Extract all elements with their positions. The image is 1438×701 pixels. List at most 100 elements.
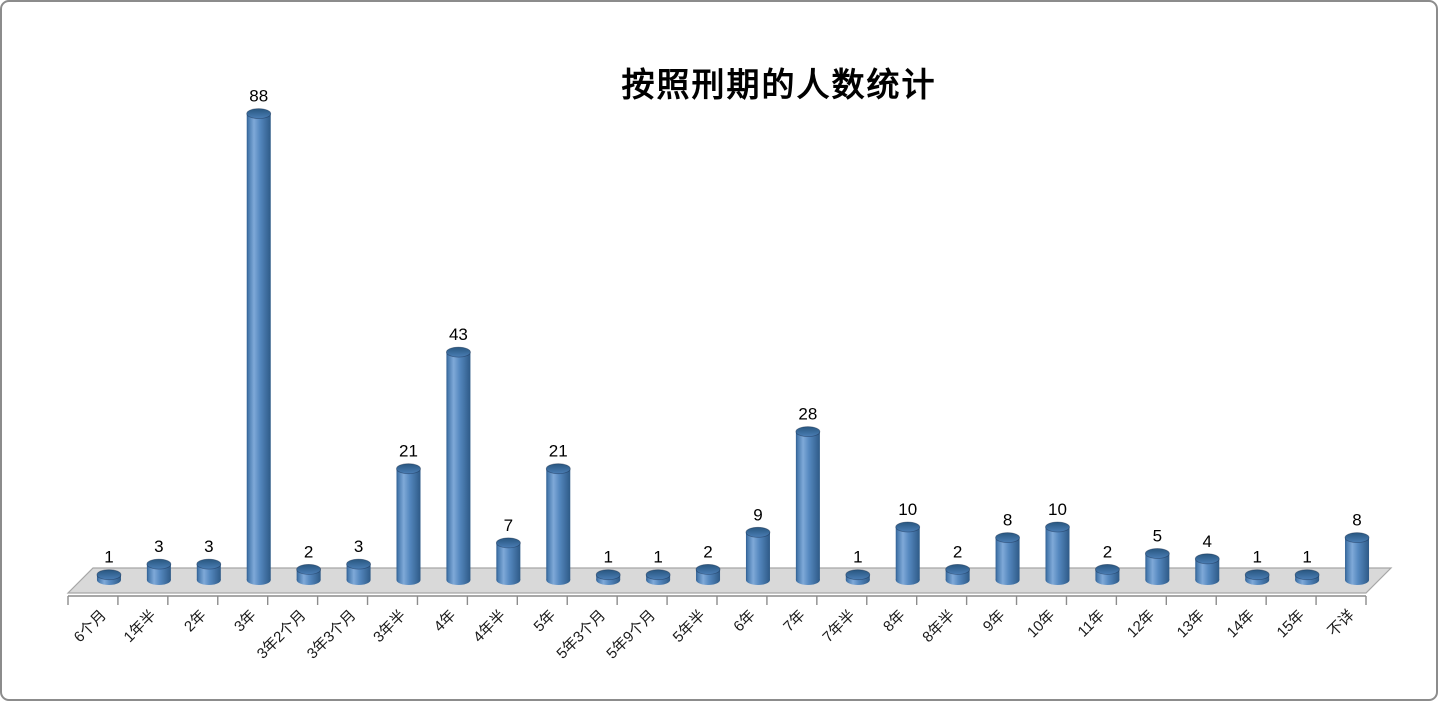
category-label: 8年 [880, 607, 909, 636]
bar-cylinder [296, 564, 322, 585]
bar-cylinder [1144, 548, 1170, 585]
category-label: 10年 [1024, 607, 1058, 641]
bar-body [1095, 569, 1120, 580]
category-label: 5年3个月 [553, 607, 609, 663]
bar-cylinder [246, 108, 272, 585]
bar-top-cap [595, 569, 621, 581]
category-label: 不详 [1325, 607, 1358, 640]
bar-cylinder [745, 526, 771, 585]
bar-cylinder [1095, 564, 1120, 585]
chart-title: 按照刑期的人数统计 [621, 65, 937, 104]
bar-value-label: 10 [898, 500, 917, 519]
bar-top-cap [545, 463, 571, 475]
bar-cylinder [1344, 532, 1370, 585]
bar-value-label: 3 [204, 537, 213, 556]
bar-value-label: 1 [603, 548, 612, 567]
bar-top-cap [346, 558, 371, 570]
category-label: 1年半 [121, 607, 160, 646]
category-label: 5年 [531, 607, 560, 636]
category-label: 3年 [231, 607, 260, 636]
bar-cylinder [96, 569, 122, 585]
category-label: 11年 [1075, 607, 1109, 641]
bar-top-cap [396, 463, 421, 475]
bar-value-label: 2 [304, 542, 313, 561]
bar-body [1345, 537, 1370, 580]
bar-top-cap [196, 558, 222, 570]
bar-value-label: 10 [1048, 500, 1067, 519]
bar-cylinder [695, 564, 721, 585]
bar-body [446, 352, 471, 580]
bar-top-cap [495, 537, 521, 549]
category-label: 4年半 [470, 607, 509, 646]
bar-value-label: 43 [449, 325, 468, 344]
bar-value-label: 28 [798, 405, 817, 424]
bar-top-cap [945, 564, 971, 575]
bar-top-cap [1095, 564, 1120, 575]
bar-cylinder [1294, 569, 1320, 585]
bar-top-cap [446, 346, 471, 358]
bar-cylinder [595, 569, 621, 585]
bar-value-label: 3 [354, 537, 363, 556]
bar-body [396, 468, 421, 580]
bar-top-cap [1045, 521, 1070, 533]
bar-cylinder [845, 569, 871, 585]
bar-top-cap [995, 532, 1020, 543]
bar-body [745, 532, 770, 580]
bar-body [496, 542, 521, 580]
bar-body [246, 113, 271, 580]
bar-body [546, 468, 571, 580]
bar-value-label: 2 [1103, 542, 1112, 561]
bar-top-cap [645, 569, 671, 581]
category-label: 7年半 [820, 607, 859, 646]
bar-top-cap [795, 426, 821, 438]
bar-top-cap [1144, 548, 1170, 559]
bar-top-cap [296, 564, 322, 575]
bar-cylinder [895, 521, 921, 585]
bar-top-cap [1344, 532, 1370, 543]
bar-cylinder [495, 537, 521, 585]
bar-cylinder [446, 346, 471, 585]
bar-body [1045, 527, 1070, 580]
bar-value-label: 88 [249, 87, 268, 106]
bar-value-label: 8 [1352, 511, 1361, 530]
bar-value-label: 9 [753, 505, 762, 524]
bar-body [945, 569, 970, 580]
bar-top-cap [1294, 569, 1320, 581]
bar-value-label: 2 [953, 542, 962, 561]
bar-top-cap [845, 569, 871, 581]
bar-top-cap [96, 569, 122, 581]
category-label: 6年 [730, 607, 759, 636]
bar-body [995, 537, 1020, 580]
bar-top-cap [1244, 569, 1270, 581]
bar-cylinder [146, 558, 172, 585]
category-label: 7年 [780, 607, 809, 636]
bar-top-cap [1194, 553, 1220, 565]
bar-value-label: 3 [154, 537, 163, 556]
bar-value-label: 7 [504, 516, 513, 535]
category-label: 12年 [1124, 607, 1158, 641]
bar-value-label: 2 [703, 542, 712, 561]
bar-cylinder [995, 532, 1020, 585]
bar-cylinder [1045, 521, 1070, 585]
bar-value-label: 21 [399, 442, 418, 461]
bar-value-label: 1 [1252, 548, 1261, 567]
category-label: 2年 [181, 607, 210, 636]
category-label: 3年2个月 [254, 607, 310, 663]
bar-cylinder [645, 569, 671, 585]
bar-cylinder [1194, 553, 1220, 585]
bar-top-cap [146, 558, 172, 570]
bar-top-cap [895, 521, 921, 533]
bar-top-cap [246, 108, 272, 119]
bar-body [895, 527, 920, 580]
category-label: 5年半 [670, 607, 709, 646]
category-label: 3年3个月 [304, 607, 360, 663]
bar-cylinder [196, 558, 222, 585]
category-label: 3年半 [370, 607, 409, 646]
bar-body [696, 569, 721, 580]
bar-value-label: 1 [853, 548, 862, 567]
bar-top-cap [745, 526, 771, 538]
category-label: 6个月 [71, 607, 110, 646]
bar-cylinder [945, 564, 971, 585]
